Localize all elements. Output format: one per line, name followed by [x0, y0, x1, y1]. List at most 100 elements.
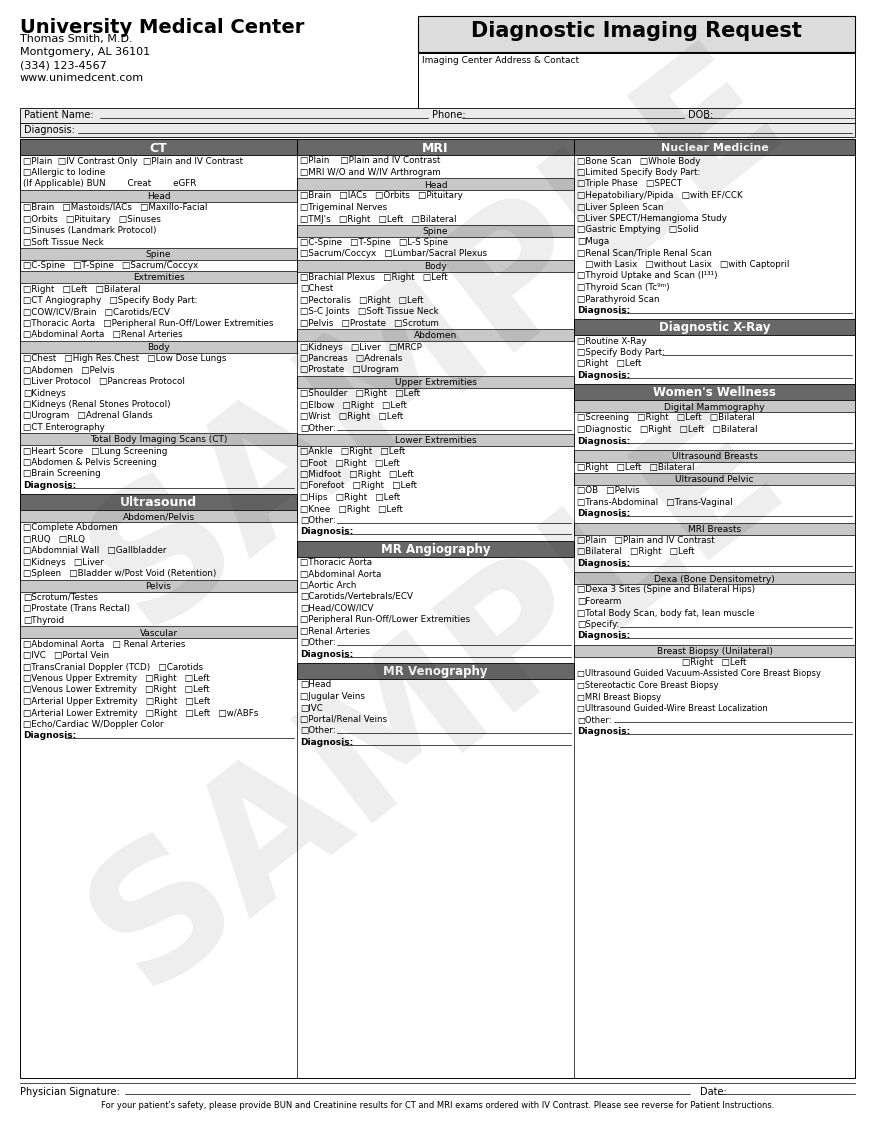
Text: □Muga: □Muga — [577, 237, 609, 246]
Bar — [574, 384, 855, 400]
Text: University Medical Center: University Medical Center — [20, 18, 304, 37]
Text: (If Applicable) BUN        Creat        eGFR: (If Applicable) BUN Creat eGFR — [23, 180, 196, 189]
Text: □Arterial Lower Extremity   □Right   □Left   □w/ABFs: □Arterial Lower Extremity □Right □Left □… — [23, 709, 258, 718]
Text: □Wrist   □Right   □Left: □Wrist □Right □Left — [300, 412, 403, 421]
Text: MRI: MRI — [423, 142, 449, 154]
Text: Diagnosis:: Diagnosis: — [577, 727, 630, 736]
Bar — [574, 644, 855, 657]
Text: □Kidneys: □Kidneys — [23, 388, 66, 397]
Bar — [297, 178, 574, 190]
Text: Breast Biopsy (Unilateral): Breast Biopsy (Unilateral) — [656, 648, 773, 657]
Bar — [297, 259, 574, 272]
Text: Women's Wellness: Women's Wellness — [653, 386, 776, 400]
Text: DOB:: DOB: — [688, 110, 713, 120]
Text: □Trans-Abdominal   □Trans-Vaginal: □Trans-Abdominal □Trans-Vaginal — [577, 498, 732, 507]
Text: Extremities: Extremities — [133, 274, 185, 283]
Text: □Midfoot   □Right   □Left: □Midfoot □Right □Left — [300, 470, 414, 479]
Text: □Liver Protocol   □Pancreas Protocol: □Liver Protocol □Pancreas Protocol — [23, 377, 185, 386]
Text: □Triple Phase   □SPECT: □Triple Phase □SPECT — [577, 180, 682, 189]
Text: □Portal/Renal Veins: □Portal/Renal Veins — [300, 715, 387, 724]
Text: □Allergic to Iodine: □Allergic to Iodine — [23, 168, 105, 177]
Text: CT: CT — [150, 142, 167, 154]
Text: □Soft Tissue Neck: □Soft Tissue Neck — [23, 238, 103, 247]
Text: Head: Head — [147, 192, 171, 201]
Text: □Specify:: □Specify: — [577, 620, 620, 629]
Text: □Abdomnial Wall   □Gallbladder: □Abdomnial Wall □Gallbladder — [23, 547, 166, 556]
Text: □Knee   □Right   □Left: □Knee □Right □Left — [300, 505, 402, 514]
Text: □Stereotactic Core Breast Biopsy: □Stereotactic Core Breast Biopsy — [577, 681, 718, 691]
Text: Abdomen/Pelvis: Abdomen/Pelvis — [123, 513, 194, 522]
Text: □Right   □Left: □Right □Left — [682, 658, 746, 667]
Text: □MRI Breast Biopsy: □MRI Breast Biopsy — [577, 693, 662, 702]
Bar — [20, 626, 297, 638]
Text: □Pancreas   □Adrenals: □Pancreas □Adrenals — [300, 354, 402, 363]
Text: □Abdominal Aorta   □ Renal Arteries: □Abdominal Aorta □ Renal Arteries — [23, 640, 186, 649]
Text: Digital Mammography: Digital Mammography — [664, 403, 765, 412]
Text: □Peripheral Run-Off/Lower Extremities: □Peripheral Run-Off/Lower Extremities — [300, 616, 470, 625]
Text: □Kidneys   □Liver   □MRCP: □Kidneys □Liver □MRCP — [300, 343, 422, 352]
Bar — [418, 53, 855, 115]
Text: Diagnosis:: Diagnosis: — [24, 125, 75, 135]
Text: □Other:: □Other: — [300, 423, 336, 432]
Text: □with Lasix   □without Lasix   □with Captopril: □with Lasix □without Lasix □with Captopr… — [577, 260, 789, 269]
Text: Diagnosis:: Diagnosis: — [23, 731, 76, 740]
Text: Diagnosis:: Diagnosis: — [300, 738, 354, 747]
Text: □Hips   □Right   □Left: □Hips □Right □Left — [300, 494, 400, 501]
Bar — [20, 189, 297, 201]
Text: □Heart Score   □Lung Screening: □Heart Score □Lung Screening — [23, 446, 167, 455]
Text: □Carotids/Vertebrals/ECV: □Carotids/Vertebrals/ECV — [300, 592, 413, 601]
Bar — [20, 494, 297, 511]
Bar — [574, 473, 855, 484]
Text: MR Angiography: MR Angiography — [381, 543, 490, 556]
Bar — [20, 580, 297, 592]
Text: Montgomery, AL 36101: Montgomery, AL 36101 — [20, 48, 150, 57]
Text: Diagnosis:: Diagnosis: — [300, 650, 354, 659]
Text: □IVC   □Portal Vein: □IVC □Portal Vein — [23, 651, 109, 660]
Text: □Parathyroid Scan: □Parathyroid Scan — [577, 294, 660, 303]
Text: □Orbits   □Pituitary   □Sinuses: □Orbits □Pituitary □Sinuses — [23, 214, 161, 223]
Bar — [20, 248, 297, 259]
Bar — [20, 341, 297, 352]
Text: □Hepatobiliary/Pipida   □with EF/CCK: □Hepatobiliary/Pipida □with EF/CCK — [577, 191, 743, 200]
Text: Ultrasound: Ultrasound — [120, 497, 197, 509]
Text: Dexa (Bone Densitometry): Dexa (Bone Densitometry) — [654, 575, 775, 583]
Text: Diagnostic X-Ray: Diagnostic X-Ray — [659, 321, 770, 334]
Text: SAMPLE: SAMPLE — [60, 18, 815, 662]
Text: □Brain   □Mastoids/IACs   □Maxillo-Facial: □Brain □Mastoids/IACs □Maxillo-Facial — [23, 203, 207, 212]
Text: □IVC: □IVC — [300, 703, 323, 712]
Text: □Shoulder   □Right   □Left: □Shoulder □Right □Left — [300, 389, 420, 398]
Text: Abdomen: Abdomen — [414, 332, 457, 341]
Text: □Bone Scan   □Whole Body: □Bone Scan □Whole Body — [577, 156, 700, 165]
Text: Nuclear Medicine: Nuclear Medicine — [661, 143, 768, 153]
Text: Date:: Date: — [700, 1087, 730, 1097]
Text: Diagnosis:: Diagnosis: — [577, 509, 630, 518]
Text: □Thyroid Uptake and Scan (I¹³¹): □Thyroid Uptake and Scan (I¹³¹) — [577, 272, 718, 281]
Text: □Pectoralis   □Right   □Left: □Pectoralis □Right □Left — [300, 295, 423, 305]
Bar — [574, 449, 855, 462]
Text: □Abdomen   □Pelvis: □Abdomen □Pelvis — [23, 366, 115, 375]
Text: □Brain Screening: □Brain Screening — [23, 470, 101, 479]
Text: Diagnosis:: Diagnosis: — [577, 371, 630, 380]
Text: □Screening   □Right   □Left   □Bilateral: □Screening □Right □Left □Bilateral — [577, 413, 755, 422]
Bar — [574, 572, 855, 584]
Text: (334) 123-4567: (334) 123-4567 — [20, 60, 107, 70]
Text: □RUQ   □RLQ: □RUQ □RLQ — [23, 535, 85, 544]
Text: □Prostate   □Urogram: □Prostate □Urogram — [300, 366, 399, 375]
Text: Imaging Center Address & Contact: Imaging Center Address & Contact — [422, 55, 579, 65]
Text: □Plain  □IV Contrast Only  □Plain and IV Contrast: □Plain □IV Contrast Only □Plain and IV C… — [23, 156, 243, 165]
Text: www.unimedcent.com: www.unimedcent.com — [20, 72, 144, 83]
Text: □Thoracic Aorta   □Peripheral Run-Off/Lower Extremities: □Thoracic Aorta □Peripheral Run-Off/Lowe… — [23, 319, 274, 328]
Text: □Head/COW/ICV: □Head/COW/ICV — [300, 604, 374, 614]
Text: □TransCranial Doppler (TCD)   □Carotids: □TransCranial Doppler (TCD) □Carotids — [23, 662, 203, 671]
Text: Phone:: Phone: — [432, 110, 466, 120]
Text: Lower Extremities: Lower Extremities — [395, 436, 476, 445]
Text: □Venous Lower Extremity   □Right   □Left: □Venous Lower Extremity □Right □Left — [23, 686, 209, 695]
Text: □Other:: □Other: — [577, 715, 612, 724]
Text: Patient Name:: Patient Name: — [24, 110, 94, 120]
Bar — [20, 139, 297, 155]
Text: For your patient's safety, please provide BUN and Creatinine results for CT and : For your patient's safety, please provid… — [101, 1101, 774, 1110]
Bar — [297, 139, 574, 155]
Text: □Ultrasound Guided Vacuum-Assisted Core Breast Biopsy: □Ultrasound Guided Vacuum-Assisted Core … — [577, 669, 821, 678]
Text: □Right   □Left: □Right □Left — [577, 360, 641, 369]
Text: □Sinuses (Landmark Protocol): □Sinuses (Landmark Protocol) — [23, 226, 157, 235]
